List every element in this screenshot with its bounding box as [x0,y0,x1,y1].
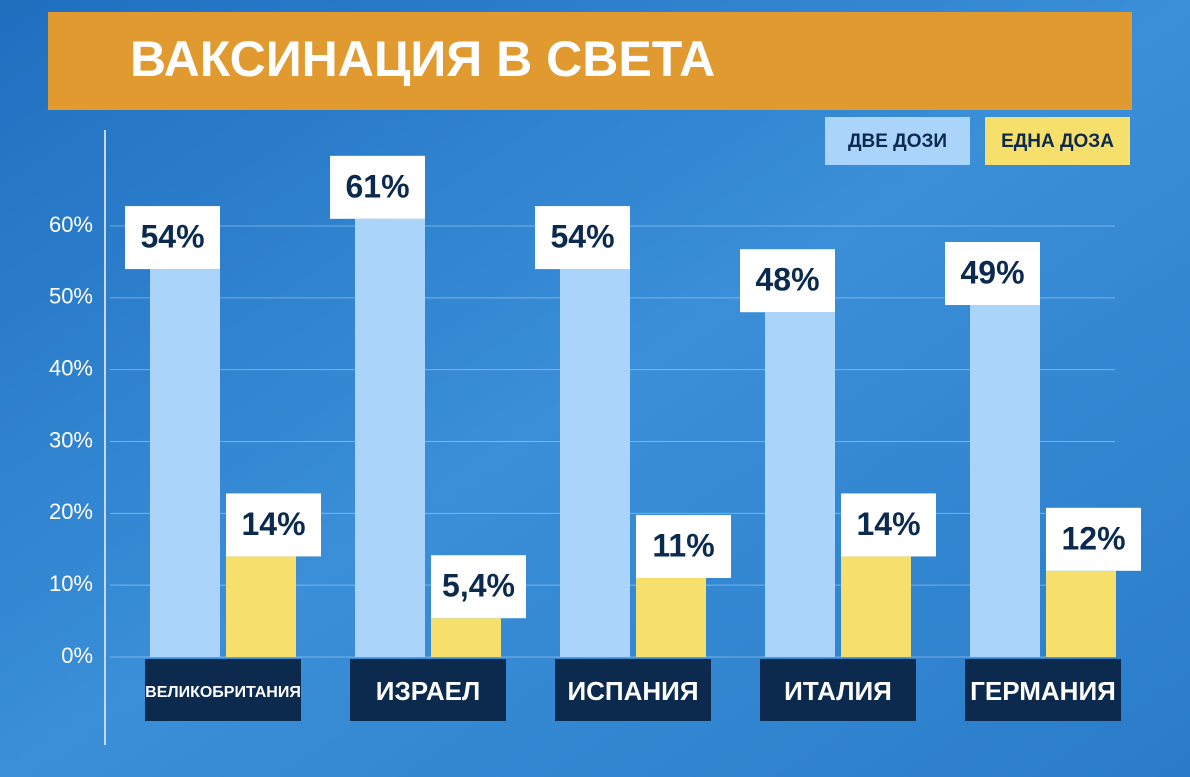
value-label: 61% [345,168,409,204]
y-tick-label: 60% [49,212,93,237]
chart-title: ВАКСИНАЦИЯ В СВЕТА [130,31,715,87]
bar [765,312,835,657]
value-label-box [330,155,425,219]
x-tick-label: ИЗРАЕЛ [376,676,480,706]
bar [226,556,296,657]
y-tick-label: 30% [49,427,93,452]
x-tick-label: ГЕРМАНИЯ [970,676,1116,706]
value-label-box [431,555,526,619]
value-label-box [945,242,1040,306]
value-label-box [535,206,630,270]
bar [636,577,706,657]
y-tick-label: 0% [61,643,93,668]
bar [970,305,1040,657]
category-box [555,659,711,721]
category-box [965,659,1121,721]
value-label-box [636,514,731,578]
legend-label: ЕДНА ДОЗА [1001,131,1114,152]
category-box [145,659,301,721]
title-banner [48,12,1132,110]
bar [841,556,911,657]
value-label: 48% [755,262,819,298]
category-box [760,659,916,721]
value-label-box [841,493,936,557]
value-label: 14% [856,506,920,542]
bar [560,269,630,657]
value-label-box [740,249,835,313]
value-label: 54% [140,219,204,255]
value-label: 49% [960,254,1024,290]
y-tick-label: 20% [49,499,93,524]
legend-label: ДВЕ ДОЗИ [848,131,947,152]
y-tick-label: 50% [49,284,93,309]
value-label: 54% [550,219,614,255]
value-label: 11% [652,527,714,563]
bar [355,218,425,658]
value-label: 12% [1061,520,1125,556]
value-label: 5,4% [442,568,515,604]
x-tick-label: ИТАЛИЯ [784,676,892,706]
bar [1046,570,1116,657]
x-tick-label: ВЕЛИКОБРИТАНИЯ [145,684,301,701]
category-box [350,659,506,721]
legend-swatch [825,117,970,165]
bar [431,618,501,657]
x-tick-label: ИСПАНИЯ [567,676,698,706]
value-label-box [226,493,321,557]
y-tick-label: 10% [49,571,93,596]
y-tick-label: 40% [49,355,93,380]
value-label-box [125,206,220,270]
value-label: 14% [241,506,305,542]
value-label-box [1046,507,1141,571]
bar [150,269,220,657]
legend-swatch [985,117,1130,165]
